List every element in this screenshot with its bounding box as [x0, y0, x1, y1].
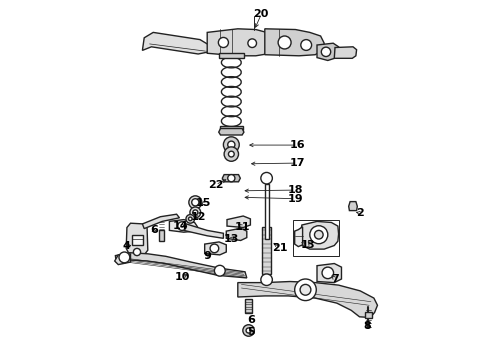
Bar — [293, 220, 339, 256]
Circle shape — [248, 39, 257, 48]
Circle shape — [119, 252, 130, 263]
Bar — [220, 126, 243, 130]
Text: 17: 17 — [290, 158, 305, 168]
Polygon shape — [116, 253, 247, 278]
Text: 9: 9 — [203, 251, 211, 261]
Text: 22: 22 — [208, 180, 223, 190]
Circle shape — [228, 141, 235, 148]
Polygon shape — [115, 254, 130, 265]
Polygon shape — [170, 220, 197, 232]
Polygon shape — [126, 223, 148, 256]
Polygon shape — [132, 235, 144, 245]
Circle shape — [133, 248, 141, 256]
Text: 21: 21 — [272, 243, 288, 253]
Circle shape — [189, 217, 192, 221]
Circle shape — [186, 215, 195, 223]
Text: 11: 11 — [234, 222, 250, 232]
Circle shape — [219, 37, 228, 48]
Polygon shape — [317, 43, 339, 60]
Polygon shape — [265, 29, 324, 56]
Circle shape — [300, 284, 311, 295]
Text: 8: 8 — [364, 321, 371, 331]
Text: 14: 14 — [173, 221, 189, 231]
Circle shape — [278, 36, 291, 49]
Text: 6: 6 — [150, 225, 158, 235]
Circle shape — [223, 137, 239, 153]
Text: 18: 18 — [288, 185, 303, 195]
Polygon shape — [226, 228, 247, 240]
Text: 20: 20 — [253, 9, 269, 19]
Text: 10: 10 — [174, 272, 190, 282]
Text: 1: 1 — [301, 240, 309, 250]
Text: 7: 7 — [331, 274, 339, 284]
Bar — [262, 227, 271, 274]
Text: 5: 5 — [247, 327, 255, 337]
Circle shape — [210, 244, 219, 253]
Polygon shape — [300, 221, 339, 249]
Circle shape — [192, 199, 199, 206]
Polygon shape — [317, 264, 342, 283]
Bar — [365, 312, 372, 318]
Polygon shape — [184, 223, 223, 238]
Text: 6: 6 — [247, 315, 255, 325]
Circle shape — [178, 222, 186, 230]
Bar — [245, 299, 252, 313]
Text: 3: 3 — [307, 240, 314, 250]
Text: 12: 12 — [191, 212, 206, 222]
Polygon shape — [349, 202, 357, 211]
Circle shape — [301, 40, 312, 50]
Circle shape — [294, 279, 316, 301]
Circle shape — [189, 196, 202, 209]
Circle shape — [224, 147, 239, 161]
Circle shape — [310, 226, 328, 244]
Circle shape — [193, 210, 198, 215]
Circle shape — [215, 265, 225, 276]
Polygon shape — [143, 214, 179, 229]
Text: 13: 13 — [223, 234, 239, 244]
Polygon shape — [219, 129, 244, 135]
Polygon shape — [205, 242, 226, 255]
Circle shape — [261, 172, 272, 184]
Polygon shape — [222, 175, 240, 182]
Text: 15: 15 — [196, 198, 211, 208]
Polygon shape — [334, 47, 357, 58]
Circle shape — [321, 47, 331, 57]
Text: 2: 2 — [356, 208, 364, 218]
Circle shape — [261, 274, 272, 285]
Bar — [159, 230, 164, 241]
Polygon shape — [227, 216, 250, 228]
Circle shape — [228, 151, 234, 157]
Circle shape — [243, 325, 254, 336]
Circle shape — [322, 267, 334, 279]
Circle shape — [315, 230, 323, 239]
Bar — [265, 184, 269, 239]
Polygon shape — [207, 29, 267, 56]
Circle shape — [228, 175, 235, 182]
Text: 4: 4 — [123, 240, 131, 251]
Polygon shape — [294, 227, 303, 247]
Circle shape — [190, 207, 201, 218]
Polygon shape — [143, 32, 209, 54]
Circle shape — [246, 328, 251, 333]
Text: 16: 16 — [290, 140, 305, 150]
Polygon shape — [238, 282, 377, 318]
Text: 19: 19 — [288, 194, 303, 204]
Bar — [219, 53, 244, 58]
